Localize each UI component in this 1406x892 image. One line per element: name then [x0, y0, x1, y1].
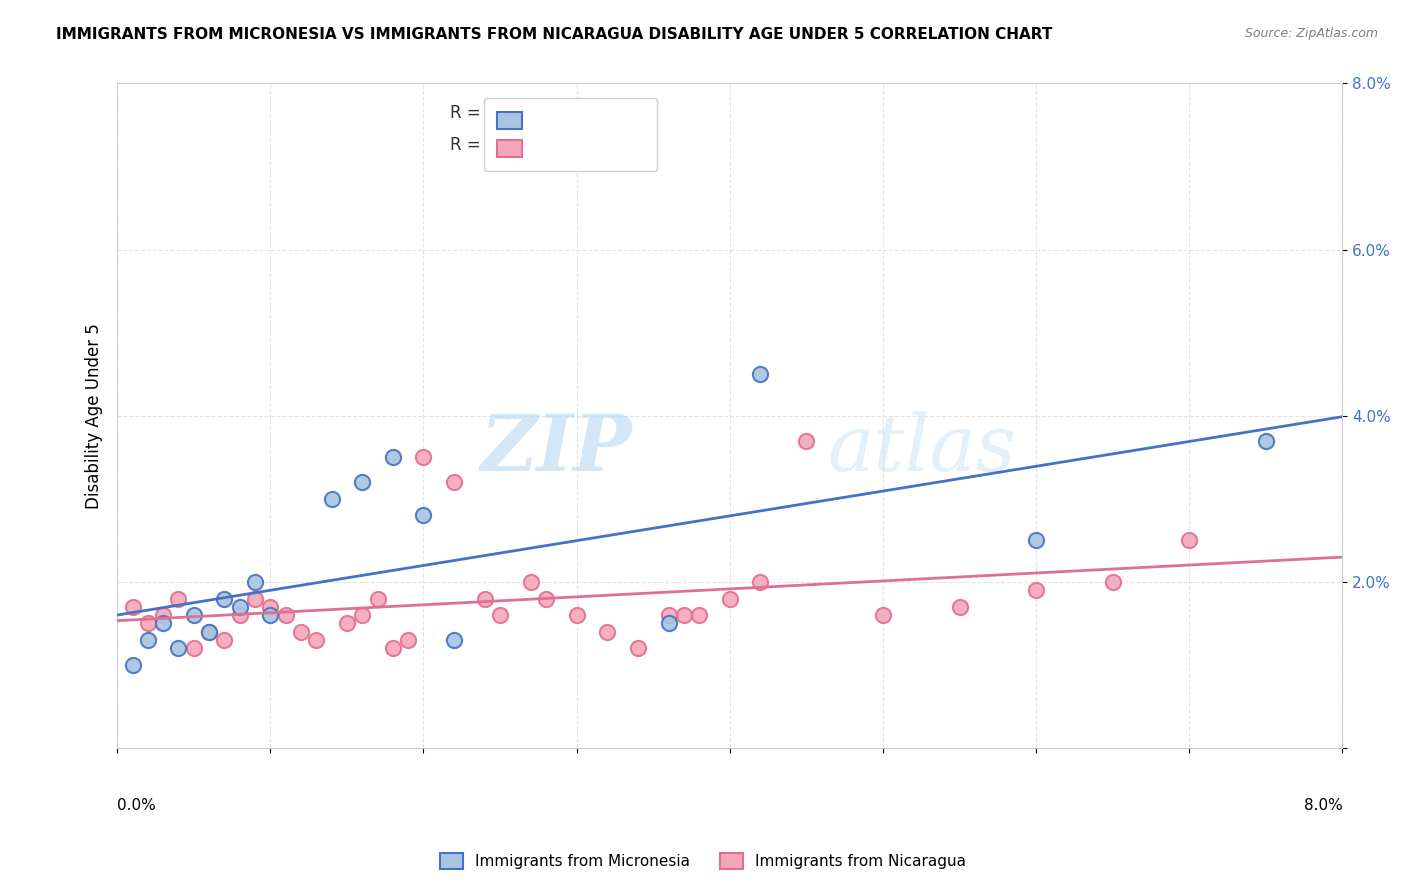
Point: [198, 624, 221, 639]
Point: [183, 608, 205, 623]
Point: [136, 616, 159, 631]
Point: [948, 599, 970, 614]
Text: ZIP: ZIP: [481, 410, 631, 487]
Point: [367, 591, 389, 606]
Y-axis label: Disability Age Under 5: Disability Age Under 5: [86, 323, 103, 508]
Point: [259, 608, 281, 623]
Point: [228, 599, 250, 614]
Text: R =: R =: [450, 104, 486, 122]
Point: [396, 633, 419, 648]
Point: [1025, 533, 1047, 548]
Point: [381, 641, 404, 656]
Text: 0.189: 0.189: [491, 136, 538, 154]
Point: [121, 599, 143, 614]
Point: [381, 450, 404, 465]
Point: [443, 475, 465, 490]
Point: [657, 616, 679, 631]
Point: [167, 591, 190, 606]
Point: [243, 591, 266, 606]
Text: N =: N =: [581, 136, 617, 154]
Text: 38: 38: [623, 136, 644, 154]
Text: Source: ZipAtlas.com: Source: ZipAtlas.com: [1244, 27, 1378, 40]
Point: [412, 508, 434, 523]
Point: [274, 608, 297, 623]
Point: [228, 608, 250, 623]
Point: [749, 368, 772, 382]
Point: [290, 624, 312, 639]
Point: [121, 657, 143, 672]
Point: [167, 641, 190, 656]
Point: [352, 475, 374, 490]
Point: [1254, 434, 1277, 448]
Point: [474, 591, 496, 606]
Point: [412, 450, 434, 465]
Text: 0.450: 0.450: [491, 104, 538, 122]
Point: [872, 608, 894, 623]
Point: [688, 608, 710, 623]
Text: 8.0%: 8.0%: [1303, 797, 1343, 813]
Point: [152, 608, 174, 623]
Point: [214, 633, 236, 648]
Point: [627, 641, 650, 656]
Point: [749, 574, 772, 589]
Point: [336, 616, 359, 631]
Text: atlas: atlas: [828, 411, 1017, 487]
Point: [321, 491, 343, 506]
Point: [259, 599, 281, 614]
Point: [672, 608, 695, 623]
Point: [657, 608, 679, 623]
Point: [305, 633, 328, 648]
Text: R =: R =: [450, 136, 492, 154]
Point: [796, 434, 818, 448]
Legend: Immigrants from Micronesia, Immigrants from Nicaragua: Immigrants from Micronesia, Immigrants f…: [433, 847, 973, 875]
Text: N =: N =: [581, 104, 617, 122]
Text: 0.0%: 0.0%: [117, 797, 156, 813]
Point: [152, 616, 174, 631]
Point: [519, 574, 541, 589]
Point: [596, 624, 619, 639]
Point: [243, 574, 266, 589]
Point: [1101, 574, 1123, 589]
Point: [214, 591, 236, 606]
Point: [489, 608, 512, 623]
Point: [198, 624, 221, 639]
Point: [534, 591, 557, 606]
Point: [443, 633, 465, 648]
Legend: placeholder1, placeholder2: placeholder1, placeholder2: [484, 98, 657, 171]
Point: [183, 641, 205, 656]
Point: [1025, 583, 1047, 598]
Point: [352, 608, 374, 623]
Text: 19: 19: [623, 104, 644, 122]
Point: [565, 608, 588, 623]
Point: [718, 591, 741, 606]
Point: [1178, 533, 1201, 548]
Text: IMMIGRANTS FROM MICRONESIA VS IMMIGRANTS FROM NICARAGUA DISABILITY AGE UNDER 5 C: IMMIGRANTS FROM MICRONESIA VS IMMIGRANTS…: [56, 27, 1053, 42]
Point: [136, 633, 159, 648]
